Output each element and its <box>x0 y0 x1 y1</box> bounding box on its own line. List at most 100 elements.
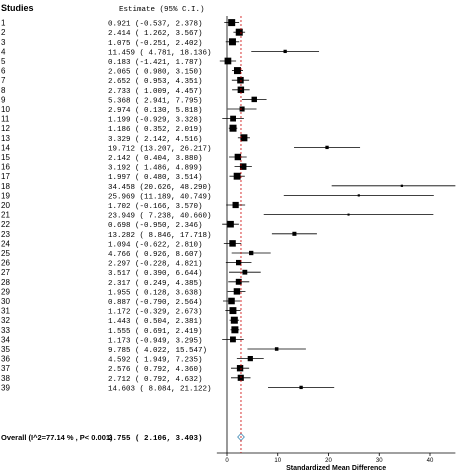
point-estimate-marker <box>228 297 235 305</box>
study-estimate: 19.712 (13.207, 26.217) <box>108 145 212 153</box>
study-row: 5 0.183 (-1.421, 1.787) <box>1 57 237 67</box>
study-row: 32 1.443 ( 0.504, 2.381) <box>1 316 240 326</box>
study-label: 36 <box>1 355 10 364</box>
point-estimate-marker <box>292 231 297 236</box>
point-estimate-marker <box>230 316 238 324</box>
x-tick-label: 10 <box>274 458 281 464</box>
study-estimate: 1.955 ( 0.128, 3.638) <box>108 289 203 297</box>
study-label: 11 <box>1 115 10 124</box>
overall-row: Overall (I^2=77.14 % , P< 0.001) 2.755 (… <box>1 432 245 443</box>
study-label: 26 <box>1 259 10 268</box>
study-estimate: 25.969 (11.189, 40.749) <box>108 193 212 201</box>
study-row: 10 2.974 ( 0.130, 5.818) <box>1 105 257 115</box>
study-label: 25 <box>1 249 10 258</box>
point-estimate-marker <box>235 259 242 266</box>
study-estimate: 4.766 ( 0.926, 8.607) <box>108 251 203 259</box>
study-label: 20 <box>1 201 10 210</box>
study-label: 3 <box>1 38 6 47</box>
point-estimate-marker <box>231 326 239 334</box>
point-estimate-marker <box>230 115 236 122</box>
study-estimate: 0.887 (-0.790, 2.564) <box>108 299 203 307</box>
study-label: 2 <box>1 28 6 37</box>
x-tick-label: 30 <box>376 458 383 464</box>
study-estimate: 2.576 ( 0.792, 4.360) <box>108 366 203 374</box>
study-row: 29 1.955 ( 0.128, 3.638) <box>1 287 246 297</box>
study-row: 16 3.192 ( 1.486, 4.899) <box>1 163 252 173</box>
study-estimate: 2.414 ( 1.262, 3.567) <box>108 30 203 38</box>
study-estimate: 3.329 ( 2.142, 4.516) <box>108 136 203 144</box>
study-row: 34 1.173 (-0.949, 3.295) <box>1 335 244 345</box>
study-row: 27 3.517 ( 0.390, 6.644) <box>1 268 261 278</box>
study-estimate: 4.592 ( 1.949, 7.235) <box>108 357 203 365</box>
point-estimate-marker <box>240 134 248 142</box>
point-estimate-marker <box>229 240 236 247</box>
study-row: 22 0.698 (-0.950, 2.346) <box>1 220 239 230</box>
study-label: 34 <box>1 335 10 344</box>
study-label: 7 <box>1 76 6 85</box>
study-label: 15 <box>1 153 10 162</box>
study-label: 37 <box>1 364 10 373</box>
study-row: 3 1.075 (-0.251, 2.402) <box>1 38 240 48</box>
study-label: 39 <box>1 383 10 392</box>
study-estimate: 1.173 (-0.949, 3.295) <box>108 337 203 345</box>
point-estimate-marker <box>236 365 244 372</box>
study-estimate: 0.921 (-0.537, 2.378) <box>108 21 203 29</box>
study-estimate: 2.974 ( 0.130, 5.818) <box>108 107 203 115</box>
study-estimate: 0.698 (-0.950, 2.346) <box>108 222 203 230</box>
study-label: 28 <box>1 278 10 287</box>
study-row: 2 2.414 ( 1.262, 3.567) <box>1 28 246 38</box>
point-estimate-marker <box>347 213 350 216</box>
study-label: 32 <box>1 316 10 325</box>
x-axis-label: Standardized Mean Difference <box>286 465 386 472</box>
study-row: 4 11.459 ( 4.781, 18.136) <box>1 47 320 57</box>
study-estimate: 1.075 (-0.251, 2.402) <box>108 40 203 48</box>
study-estimate: 34.458 (20.626, 48.290) <box>108 184 212 192</box>
study-label: 21 <box>1 211 10 220</box>
study-label: 6 <box>1 67 6 76</box>
overall-label: Overall (I^2=77.14 % , P< 0.001) <box>1 433 113 442</box>
study-estimate: 2.297 (-0.228, 4.821) <box>108 261 203 269</box>
estimate-header: Estimate (95% C.I.) <box>119 6 205 14</box>
point-estimate-marker <box>299 385 303 390</box>
study-row: 37 2.576 ( 0.792, 4.360) <box>1 364 250 374</box>
study-estimate: 3.192 ( 1.486, 4.899) <box>108 165 203 173</box>
x-tick-label: 20 <box>325 458 332 464</box>
point-estimate-marker <box>325 145 329 150</box>
study-estimate: 1.555 ( 0.691, 2.419) <box>108 328 203 336</box>
study-estimate: 2.652 ( 0.953, 4.351) <box>108 78 203 86</box>
point-estimate-marker <box>283 49 287 54</box>
study-estimate: 3.517 ( 0.390, 6.644) <box>108 270 203 278</box>
study-row: 14 19.712 (13.207, 26.217) <box>1 143 361 153</box>
study-label: 31 <box>1 307 10 316</box>
study-estimate: 5.368 ( 2.941, 7.795) <box>108 97 203 105</box>
point-estimate-marker <box>229 124 237 132</box>
point-estimate-marker <box>274 347 279 351</box>
study-estimate: 2.065 ( 0.980, 3.150) <box>108 69 203 77</box>
study-estimate: 11.459 ( 4.781, 18.136) <box>108 49 212 57</box>
study-label: 22 <box>1 220 10 229</box>
study-estimate: 1.172 (-0.329, 2.673) <box>108 309 203 317</box>
study-estimate: 2.142 ( 0.404, 3.880) <box>108 155 203 163</box>
study-row: 28 2.317 ( 0.249, 4.385) <box>1 278 250 288</box>
point-estimate-marker <box>233 172 241 180</box>
study-label: 30 <box>1 297 10 306</box>
study-estimate: 14.603 ( 8.084, 21.122) <box>108 385 212 393</box>
study-rows: 1 0.921 (-0.537, 2.378)2 2.414 ( 1.262, … <box>1 19 456 393</box>
study-estimate: 2.317 ( 0.249, 4.385) <box>108 280 203 288</box>
study-label: 33 <box>1 326 10 335</box>
point-estimate-marker <box>232 201 239 209</box>
study-label: 18 <box>1 182 10 191</box>
study-label: 10 <box>1 105 10 114</box>
point-estimate-marker <box>228 38 236 46</box>
study-row: 39 14.603 ( 8.084, 21.122) <box>1 383 335 393</box>
overall-estimate: 2.755 ( 2.106, 3.403) <box>108 435 203 443</box>
point-estimate-marker <box>400 184 404 187</box>
point-estimate-marker <box>357 194 360 197</box>
x-tick-label: 0 <box>225 458 229 464</box>
point-estimate-marker <box>242 269 248 275</box>
study-row: 19 25.969 (11.189, 40.749) <box>1 191 434 201</box>
study-estimate: 1.997 ( 0.480, 3.514) <box>108 174 203 182</box>
study-label: 29 <box>1 287 10 296</box>
point-estimate-marker <box>237 76 244 84</box>
